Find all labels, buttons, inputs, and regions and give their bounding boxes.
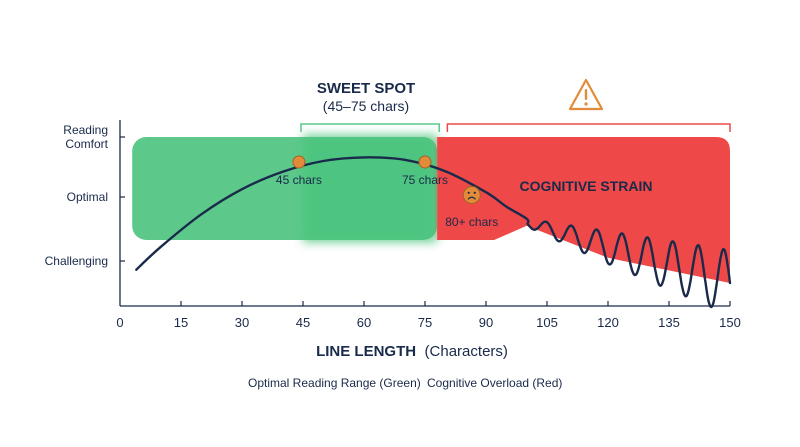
legend: Optimal Reading Range (Green) Cognitive O…	[248, 376, 562, 390]
sweet-spot-title: SWEET SPOT	[317, 80, 415, 97]
x-tick-label: 135	[658, 315, 680, 330]
reading-comfort-curve	[135, 156, 732, 309]
x-tick-label: 0	[116, 315, 123, 330]
strain-transition-band	[433, 137, 452, 240]
y-level-label: Comfort	[65, 137, 108, 151]
marker-label: 75 chars	[402, 173, 448, 187]
cognitive-strain-label: COGNITIVE STRAIN	[519, 178, 652, 194]
warning-triangle-icon	[568, 78, 604, 111]
sweet-spot-band	[303, 135, 437, 242]
x-tick-label: 60	[357, 315, 371, 330]
x-axis-ticks: 0 15 30 45 60 75 90 105 120 135 150	[116, 301, 741, 330]
sweet-spot-subtitle: (45–75 chars)	[323, 98, 409, 114]
x-tick-label: 75	[418, 315, 432, 330]
strain-bracket	[446, 123, 731, 132]
y-level-label: Reading	[63, 123, 108, 137]
legend-item-optimal: Optimal Reading Range (Green)	[248, 376, 421, 390]
marker-point	[292, 155, 306, 169]
cognitive-strain-band	[437, 137, 730, 284]
sad-marker-label: 80+ chars	[445, 215, 498, 229]
x-tick-label: 15	[174, 315, 188, 330]
x-tick-label: 45	[296, 315, 310, 330]
sweet-spot-bracket	[300, 123, 440, 132]
y-level-label: Optimal	[67, 190, 108, 204]
x-axis-title: LINE LENGTH (Characters)	[316, 343, 508, 360]
x-axis-title-unit: (Characters)	[425, 343, 508, 360]
x-tick-label: 120	[597, 315, 619, 330]
region-layer	[132, 135, 730, 284]
marker-point	[418, 155, 432, 169]
x-tick-label: 150	[719, 315, 741, 330]
y-level-label: Challenging	[45, 254, 108, 268]
legend-item-overload: Cognitive Overload (Red)	[427, 376, 562, 390]
x-tick-label: 105	[536, 315, 558, 330]
sad-face-icon	[462, 186, 481, 204]
x-axis-title-main: LINE LENGTH	[316, 343, 416, 360]
x-tick-label: 90	[479, 315, 493, 330]
markers: 45 chars 75 chars 80+ chars	[276, 155, 498, 229]
marker-label: 45 chars	[276, 173, 322, 187]
x-tick-label: 30	[235, 315, 249, 330]
